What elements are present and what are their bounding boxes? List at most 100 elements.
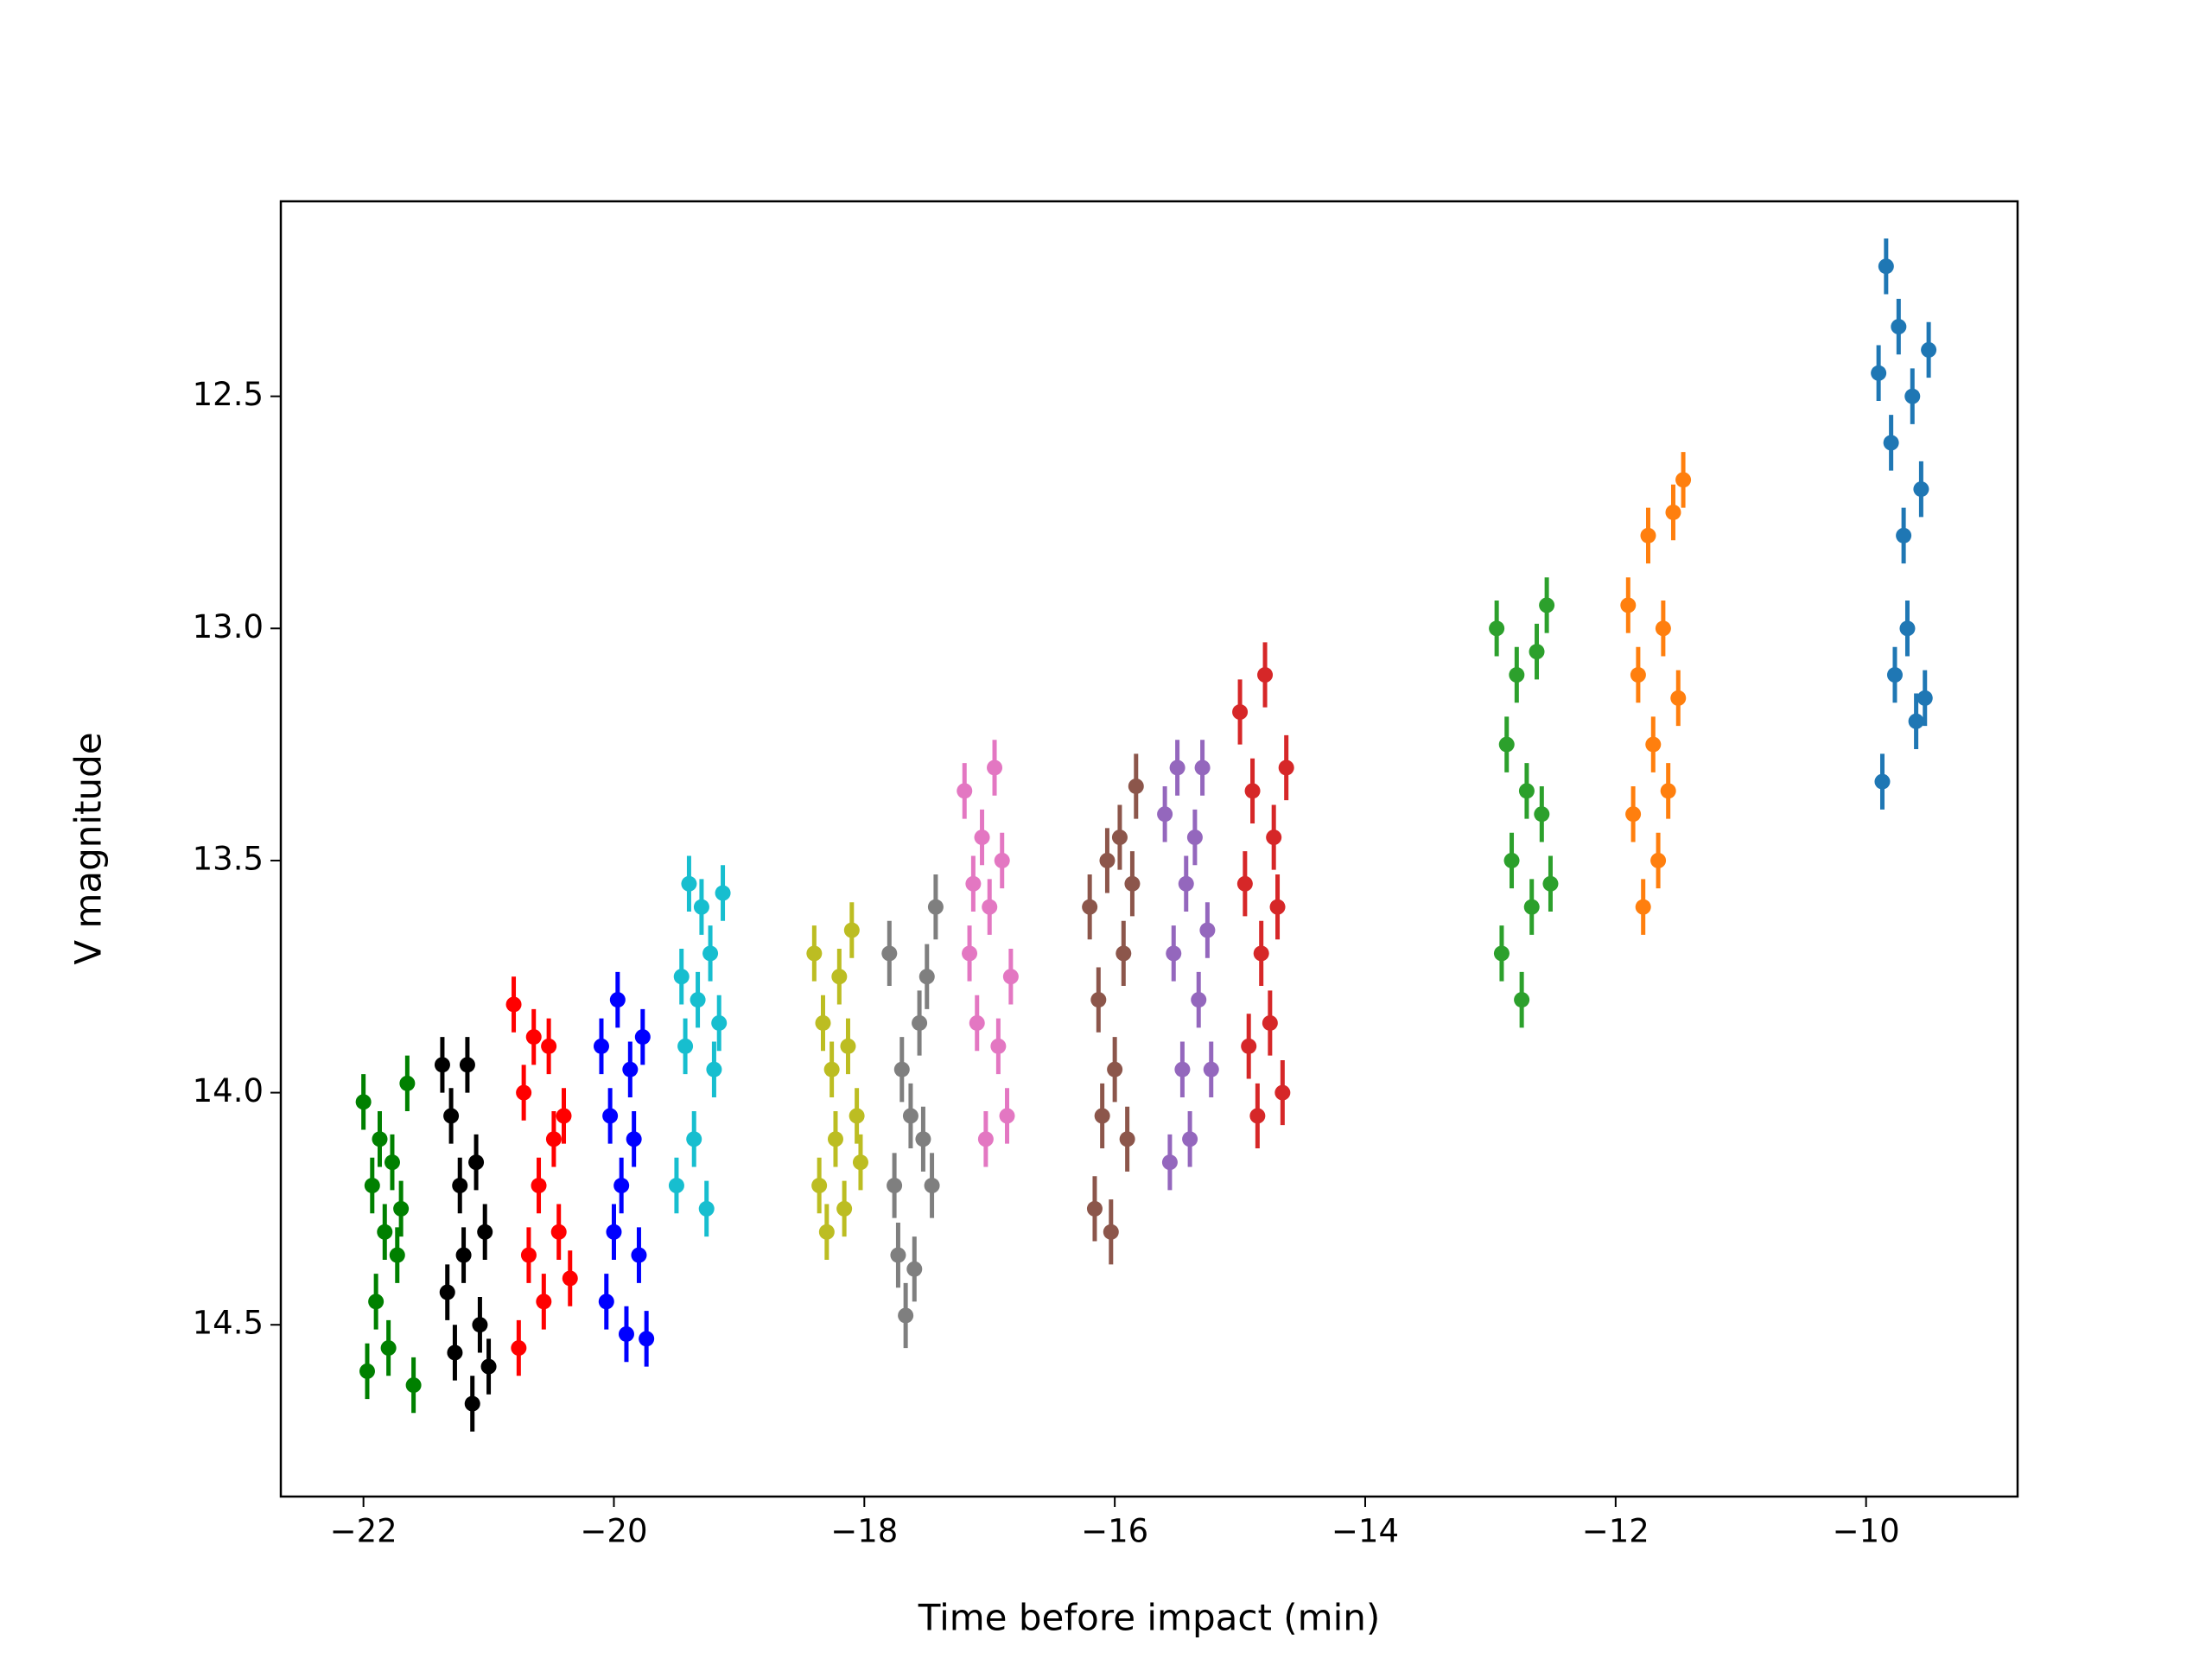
data-point: [531, 1178, 547, 1194]
y-tick-label: 14.5: [193, 1305, 264, 1342]
data-point: [1099, 852, 1116, 868]
data-point: [1874, 773, 1891, 790]
data-point: [1886, 667, 1903, 683]
data-point: [389, 1247, 405, 1263]
data-point: [1670, 690, 1687, 706]
y-axis-label: V magnitude: [67, 732, 110, 964]
data-point: [969, 1014, 985, 1031]
data-point: [1107, 1061, 1123, 1077]
y-tick-label: 13.5: [193, 840, 264, 877]
data-point: [613, 1178, 630, 1194]
data-point: [434, 1057, 450, 1073]
data-point: [364, 1178, 380, 1194]
data-point: [1493, 945, 1510, 962]
data-point: [368, 1294, 385, 1310]
data-point: [852, 1154, 868, 1171]
data-point: [957, 783, 973, 799]
data-point: [906, 1261, 923, 1277]
data-point: [1871, 365, 1887, 381]
data-point: [1178, 875, 1194, 892]
data-point: [1194, 760, 1211, 776]
data-point: [715, 885, 731, 901]
data-point: [690, 992, 706, 1008]
data-point: [974, 830, 990, 846]
data-point: [459, 1057, 475, 1073]
data-point: [609, 992, 626, 1008]
data-point: [598, 1294, 614, 1310]
data-point: [815, 1014, 831, 1031]
data-point: [606, 1224, 622, 1240]
y-tick-label: 14.0: [193, 1072, 264, 1109]
data-point: [1498, 736, 1515, 753]
data-point: [505, 996, 522, 1013]
data-point: [1660, 783, 1676, 799]
data-point: [1916, 690, 1933, 706]
data-point: [962, 945, 978, 962]
data-point: [881, 945, 898, 962]
data-point: [455, 1247, 472, 1263]
data-point: [1665, 504, 1681, 520]
data-point: [1262, 1014, 1278, 1031]
data-point: [1625, 806, 1642, 823]
data-point: [1174, 1061, 1191, 1077]
data-point: [1253, 945, 1269, 962]
data-point: [902, 1108, 918, 1124]
data-point: [1489, 620, 1505, 637]
data-point: [890, 1247, 906, 1263]
data-point: [1640, 527, 1656, 543]
data-point: [372, 1131, 388, 1147]
data-point: [355, 1094, 372, 1110]
data-point: [827, 1131, 843, 1147]
data-point: [693, 899, 709, 915]
data-point: [823, 1061, 840, 1077]
data-point: [686, 1131, 702, 1147]
data-point: [836, 1200, 853, 1217]
data-point: [893, 1061, 910, 1077]
data-point: [377, 1224, 393, 1240]
data-point: [818, 1224, 835, 1240]
data-point: [990, 1038, 1007, 1054]
data-point: [1116, 945, 1132, 962]
x-tick-label: −20: [580, 1513, 647, 1550]
data-point: [1186, 830, 1203, 846]
data-point: [1539, 597, 1555, 613]
data-point: [987, 760, 1003, 776]
data-point: [562, 1270, 578, 1287]
data-point: [1257, 667, 1274, 683]
data-point: [631, 1247, 647, 1263]
data-point: [912, 1014, 928, 1031]
x-tick-label: −10: [1833, 1513, 1900, 1550]
data-point: [545, 1131, 562, 1147]
x-tick-label: −12: [1582, 1513, 1649, 1550]
data-point: [1278, 760, 1294, 776]
x-axis-label: Time before impact (min): [918, 1597, 1381, 1639]
data-point: [698, 1200, 715, 1217]
data-point: [1675, 472, 1692, 488]
data-point: [1094, 1108, 1110, 1124]
data-point: [1534, 806, 1550, 823]
data-point: [452, 1178, 468, 1194]
data-point: [1166, 945, 1182, 962]
data-point: [520, 1247, 537, 1263]
data-point: [380, 1340, 397, 1357]
data-point: [1913, 481, 1929, 498]
data-point: [1119, 1131, 1135, 1147]
data-point: [1650, 852, 1667, 868]
data-point: [393, 1200, 410, 1217]
data-point: [384, 1154, 400, 1171]
data-point: [1157, 806, 1173, 823]
data-point: [1883, 435, 1899, 451]
data-point: [1002, 969, 1019, 985]
data-point: [622, 1061, 639, 1077]
data-point: [849, 1108, 865, 1124]
data-point: [965, 875, 982, 892]
data-point: [1891, 319, 1907, 335]
data-point: [1620, 597, 1637, 613]
data-point: [464, 1395, 480, 1412]
data-point: [511, 1340, 527, 1357]
data-point: [1111, 830, 1128, 846]
data-point: [1899, 620, 1916, 637]
data-point: [468, 1154, 485, 1171]
